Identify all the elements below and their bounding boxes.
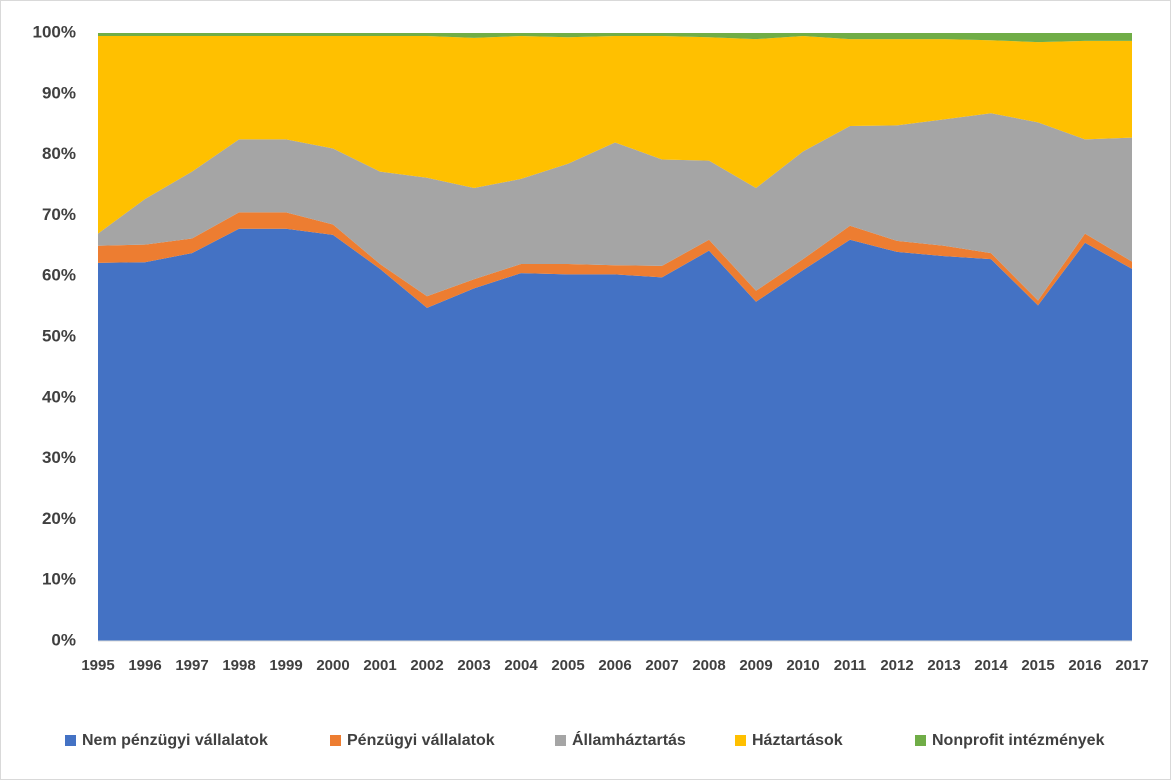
y-tick-label: 10% bbox=[42, 570, 76, 589]
y-tick-label: 0% bbox=[51, 630, 76, 649]
x-tick-label: 2012 bbox=[880, 657, 913, 674]
x-tick-label: 2007 bbox=[645, 657, 678, 674]
x-tick-label: 2014 bbox=[974, 657, 1008, 674]
y-tick-label: 70% bbox=[42, 205, 76, 224]
legend-label: Pénzügyi vállalatok bbox=[347, 732, 495, 749]
legend-swatch bbox=[735, 735, 746, 746]
area bbox=[98, 228, 1132, 641]
x-tick-label: 2006 bbox=[598, 657, 631, 674]
x-tick-label: 2000 bbox=[316, 657, 349, 674]
x-tick-label: 1997 bbox=[175, 657, 208, 674]
y-tick-label: 30% bbox=[42, 448, 76, 467]
x-tick-label: 2010 bbox=[786, 657, 819, 674]
legend-swatch bbox=[915, 735, 926, 746]
legend-swatch bbox=[330, 735, 341, 746]
x-tick-label: 2004 bbox=[504, 657, 538, 674]
x-tick-label: 2001 bbox=[363, 657, 396, 674]
x-tick-label: 1998 bbox=[222, 657, 255, 674]
area bbox=[98, 36, 1132, 234]
x-tick-label: 2015 bbox=[1021, 657, 1054, 674]
legend-swatch bbox=[65, 735, 76, 746]
y-tick-label: 40% bbox=[42, 387, 76, 406]
legend-swatch bbox=[555, 735, 566, 746]
x-tick-label: 2002 bbox=[410, 657, 443, 674]
x-tick-label: 2011 bbox=[834, 657, 867, 674]
legend-label: Háztartások bbox=[752, 732, 843, 749]
x-tick-label: 1999 bbox=[269, 657, 302, 674]
y-tick-label: 80% bbox=[42, 144, 76, 163]
x-tick-label: 2016 bbox=[1068, 657, 1101, 674]
x-tick-label: 2005 bbox=[551, 657, 584, 674]
legend-label: Nem pénzügyi vállalatok bbox=[82, 732, 268, 749]
legend-label: Nonprofit intézmények bbox=[932, 732, 1105, 749]
x-tick-label: 2009 bbox=[739, 657, 772, 674]
x-tick-label: 2003 bbox=[457, 657, 490, 674]
x-tick-label: 2017 bbox=[1115, 657, 1148, 674]
y-tick-label: 100% bbox=[33, 22, 76, 41]
y-tick-label: 20% bbox=[42, 509, 76, 528]
x-tick-label: 2008 bbox=[692, 657, 725, 674]
y-tick-label: 60% bbox=[42, 266, 76, 285]
y-tick-label: 90% bbox=[42, 83, 76, 102]
x-tick-label: 2013 bbox=[927, 657, 960, 674]
y-tick-label: 50% bbox=[42, 326, 76, 345]
area bbox=[98, 212, 1132, 308]
area bbox=[98, 113, 1132, 301]
area bbox=[98, 33, 1132, 43]
legend-label: Államháztartás bbox=[572, 730, 686, 749]
x-tick-label: 1996 bbox=[128, 657, 161, 674]
x-tick-label: 1995 bbox=[81, 657, 114, 674]
